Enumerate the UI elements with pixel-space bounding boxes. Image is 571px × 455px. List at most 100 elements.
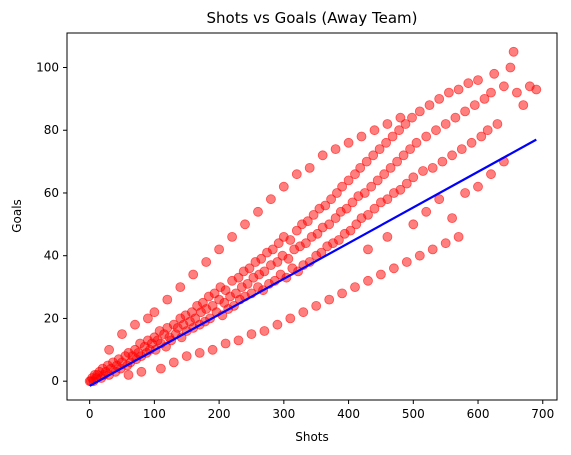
y-tick-label: 80 [44, 123, 59, 137]
scatter-point [214, 244, 225, 255]
scatter-point [355, 162, 366, 173]
scatter-point [123, 369, 134, 380]
scatter-point [117, 329, 127, 340]
scatter-point [473, 181, 483, 192]
scatter-point [418, 166, 428, 176]
scatter-point [434, 94, 445, 104]
scatter-point [531, 84, 542, 95]
x-tick-label: 200 [208, 407, 231, 421]
scatter-point [414, 250, 425, 261]
scatter-point [374, 144, 385, 155]
plot-area [84, 46, 542, 387]
scatter-point [482, 125, 493, 136]
x-tick-label: 400 [337, 407, 360, 421]
x-tick-label: 0 [86, 407, 94, 421]
scatter-point [492, 119, 503, 129]
scatter-point [421, 131, 432, 142]
scatter-point [326, 194, 337, 205]
scatter-point [375, 269, 386, 280]
scatter-point [411, 137, 422, 148]
scatter-point [381, 137, 392, 148]
scatter-point [331, 188, 342, 198]
scatter-point [227, 231, 238, 242]
plot-frame [66, 32, 558, 401]
scatter-point [350, 169, 360, 180]
scatter-point [256, 253, 267, 264]
scatter-point [136, 366, 147, 377]
scatter-point [359, 188, 370, 198]
scatter-point [317, 150, 328, 161]
scatter-point [398, 150, 409, 161]
scatter-point [395, 112, 406, 123]
scatter-point [363, 275, 373, 286]
scatter-point [479, 94, 490, 104]
scatter-point [424, 100, 435, 110]
scatter-point [372, 175, 383, 186]
scatter-point [361, 156, 372, 167]
scatter-point [343, 175, 354, 186]
scatter-point [505, 62, 516, 73]
scatter-point [300, 238, 311, 249]
scatter-point [345, 225, 356, 236]
scatter-point [369, 203, 380, 214]
scatter-point [240, 219, 250, 230]
scatter-point [285, 313, 296, 324]
scatter-point [431, 125, 441, 136]
scatter-point [447, 150, 458, 161]
scatter-point [385, 162, 396, 173]
scatter-point [267, 244, 278, 255]
scatter-point [194, 347, 205, 358]
scatter-point [434, 194, 445, 205]
scatter-point [366, 181, 377, 192]
scatter-point [350, 282, 360, 293]
scatter-point [347, 197, 358, 208]
scatter-point [512, 87, 522, 98]
scatter-point [453, 231, 464, 242]
scatter-point [414, 106, 425, 117]
scatter-point [394, 125, 405, 136]
scatter-point [407, 112, 417, 123]
x-axis-label: Shots [295, 430, 329, 444]
scatter-point [142, 313, 153, 324]
scatter-point [272, 257, 283, 267]
scatter-point [246, 329, 257, 340]
scatter-point [233, 272, 244, 283]
scatter-point [273, 238, 284, 249]
scatter-point [388, 263, 399, 274]
scatter-point [330, 144, 341, 155]
scatter-point [168, 357, 179, 368]
scatter-point [476, 131, 487, 142]
scatter-point [104, 344, 114, 355]
scatter-point [387, 131, 398, 142]
scatter-point [408, 219, 419, 230]
scatter-point [311, 300, 322, 311]
scatter-point [304, 162, 315, 173]
x-tick-label: 500 [402, 407, 425, 421]
scatter-point [341, 203, 352, 214]
scatter-point [337, 181, 348, 192]
x-tick-label: 700 [531, 407, 554, 421]
scatter-point [244, 263, 255, 274]
y-tick-label: 20 [44, 311, 59, 325]
trend-line [89, 138, 537, 387]
scatter-point [337, 288, 348, 299]
scatter-point [259, 266, 270, 277]
scatter-point [181, 351, 192, 362]
scatter-point [265, 194, 276, 205]
scatter-point [440, 238, 451, 249]
scatter-point [308, 209, 319, 220]
scatter-point [188, 269, 199, 280]
scatter-point [220, 338, 231, 349]
scatter-point [382, 119, 393, 129]
scatter-point [453, 84, 464, 95]
scatter-point [486, 169, 496, 180]
scatter-point [298, 307, 309, 318]
scatter-point [469, 100, 480, 110]
scatter-point [427, 244, 438, 255]
scatter-point [456, 144, 467, 155]
y-axis: 0 20 40 60 80 100 [36, 61, 67, 388]
scatter-point [508, 46, 519, 57]
scatter-point [382, 231, 393, 242]
